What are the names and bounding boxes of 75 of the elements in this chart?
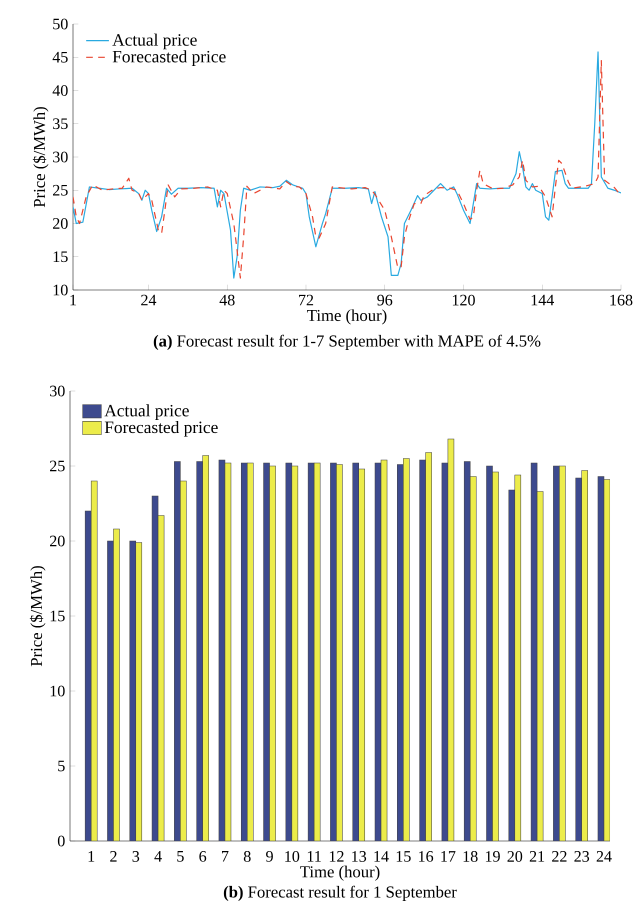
x-axis-title: Time (hour) [300, 866, 380, 881]
x-tick-label: 10 [285, 851, 300, 862]
x-tick-label: 48 [220, 294, 235, 306]
x-tick-label: 20 [508, 851, 522, 862]
x-tick-label: 13 [352, 851, 366, 862]
legend-label: Forecasted price [104, 420, 218, 437]
x-tick-label: 5 [177, 851, 184, 862]
text: (b) Forecast result for 1 September [224, 886, 457, 902]
x-tick-label: 168 [610, 294, 632, 306]
y-tick-label: 15 [54, 251, 68, 262]
x-tick-label: 4 [154, 851, 162, 862]
x-tick-label: 17 [441, 851, 456, 862]
x-tick-label: 15 [396, 851, 411, 862]
x-axis-title: Time (hour) [307, 309, 386, 324]
x-tick-label: 24 [596, 851, 612, 862]
bar [136, 542, 142, 842]
y-tick-label: 30 [53, 152, 68, 162]
x-tick-label: 11 [308, 851, 321, 862]
bar [314, 462, 320, 842]
x-tick-label: 8 [244, 851, 251, 862]
y-tick-label: 10 [54, 284, 68, 296]
x-tick-label: 22 [552, 851, 567, 862]
x-tick-label: 18 [464, 851, 478, 862]
x-tick-label: 2 [110, 851, 117, 862]
bar [536, 491, 544, 842]
x-tick-label: 21 [530, 851, 544, 862]
x-tick-label: 72 [299, 294, 314, 306]
bar [358, 468, 366, 842]
bar [246, 462, 254, 842]
y-tick-label: 35 [53, 118, 68, 130]
y-tick-label: 0 [58, 836, 65, 846]
bar [470, 476, 476, 842]
y-tick-label: 20 [50, 536, 65, 546]
y-tick-label: 45 [52, 52, 68, 63]
x-tick-label: 96 [377, 294, 392, 306]
bar [202, 455, 209, 842]
text: (a) Forecast result for 1-7 September with MAPE of 4.5% [154, 334, 540, 350]
x-tick-label: 1 [70, 294, 76, 306]
bar [448, 438, 454, 842]
bar [559, 466, 566, 842]
y-tick-label: 25 [53, 184, 68, 196]
x-tick-label: 12 [330, 851, 344, 862]
bar [425, 452, 432, 842]
legend-label: Forecasted price [112, 50, 226, 66]
bar [514, 474, 522, 842]
legend-label: Actual price [112, 34, 197, 50]
x-tick-label: 1 [88, 851, 94, 862]
x-tick-label: 23 [574, 851, 590, 862]
y-tick-label: 5 [58, 760, 65, 772]
bar [292, 466, 298, 842]
bar [403, 458, 410, 842]
y-tick-label: 20 [53, 218, 68, 229]
y-axis-title: Price ($/MWh) [32, 107, 48, 208]
bar [581, 470, 588, 842]
bar [158, 515, 164, 842]
x-tick-label: 24 [141, 294, 156, 306]
y-axis-title: Price ($/MWh) [30, 566, 46, 666]
x-tick-label: 3 [132, 851, 140, 862]
bar [90, 480, 98, 842]
x-tick-label: 6 [199, 851, 206, 862]
y-tick-label: 40 [52, 85, 68, 96]
x-tick-label: 7 [222, 851, 228, 862]
y-tick-label: 25 [50, 460, 65, 472]
x-tick-label: 120 [452, 294, 475, 306]
y-tick-label: 10 [50, 686, 65, 696]
bar [180, 480, 187, 842]
y-tick-label: 50 [53, 18, 68, 30]
y-tick-label: 30 [50, 386, 65, 396]
y-tick-label: 15 [50, 610, 65, 622]
x-tick-label: 19 [486, 851, 500, 862]
x-tick-label: 144 [532, 294, 554, 306]
x-tick-label: 14 [374, 851, 389, 862]
legend-label: Actual price [104, 404, 189, 420]
x-tick-label: 9 [266, 851, 273, 862]
x-tick-label: 16 [419, 851, 434, 862]
